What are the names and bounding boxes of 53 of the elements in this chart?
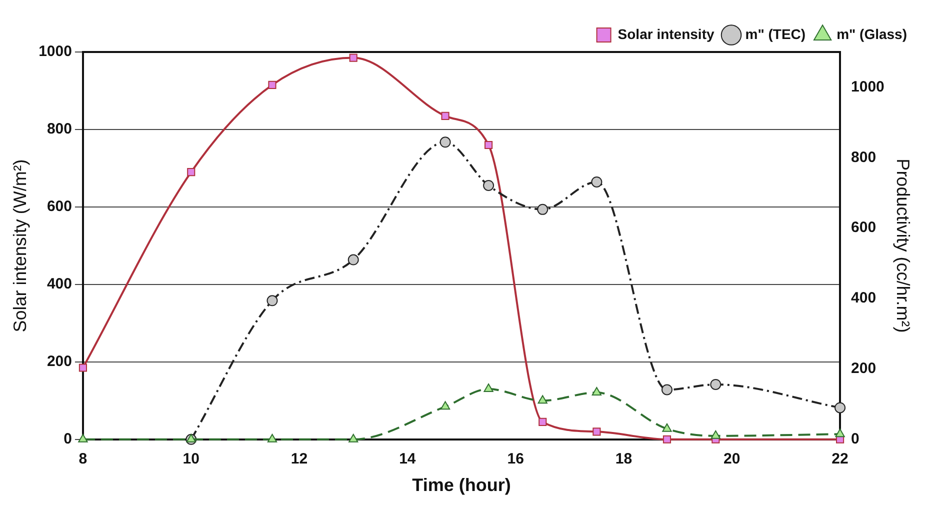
y-tick-label: 200 bbox=[46, 353, 72, 370]
y2-tick-label: 800 bbox=[851, 148, 876, 166]
point bbox=[538, 418, 547, 426]
point bbox=[266, 295, 278, 306]
point bbox=[661, 384, 672, 396]
point bbox=[440, 136, 451, 148]
point bbox=[268, 80, 276, 89]
y2-tick-label: 400 bbox=[851, 290, 876, 307]
x-tick-label: 8 bbox=[78, 450, 88, 468]
y2-tick-label: 600 bbox=[851, 219, 876, 236]
point bbox=[591, 176, 602, 188]
y-tick-label: 600 bbox=[46, 198, 72, 216]
y-tick-label: 1000 bbox=[38, 43, 72, 60]
x-tick-label: 22 bbox=[832, 450, 848, 468]
y2-tick-label: 1000 bbox=[851, 78, 884, 96]
x-tick-label: 14 bbox=[399, 450, 416, 468]
y-tick-label: 400 bbox=[46, 276, 72, 293]
point bbox=[592, 428, 601, 436]
x-tick-label: 12 bbox=[290, 450, 308, 468]
point bbox=[348, 254, 359, 266]
legend-label: Solar intensity bbox=[618, 26, 714, 42]
point bbox=[710, 378, 722, 390]
point bbox=[440, 401, 450, 410]
point bbox=[834, 402, 846, 414]
x-tick-label: 16 bbox=[507, 450, 524, 468]
point bbox=[186, 434, 196, 442]
y-tick-label: 800 bbox=[46, 120, 72, 138]
point bbox=[78, 364, 88, 372]
x-tick-label: 18 bbox=[615, 450, 632, 468]
y2-axis-title: Productivity (cc/hr.m²) bbox=[893, 158, 914, 333]
point bbox=[441, 112, 450, 120]
point bbox=[538, 395, 548, 404]
point bbox=[348, 434, 358, 442]
point bbox=[484, 384, 494, 392]
x-axis-title: Time (hour) bbox=[412, 475, 511, 496]
point bbox=[484, 140, 493, 150]
point bbox=[592, 387, 602, 396]
x-tick-label: 20 bbox=[724, 450, 740, 468]
x-tick-label: 10 bbox=[182, 450, 200, 468]
point bbox=[187, 168, 196, 176]
y2-tick-label: 200 bbox=[851, 360, 876, 378]
point bbox=[483, 180, 494, 191]
y-tick-label: 0 bbox=[64, 430, 72, 448]
point bbox=[537, 204, 548, 215]
point bbox=[349, 54, 358, 62]
legend-label: m" (TEC) bbox=[745, 26, 806, 42]
y-axis-title: Solar intensity (W/m²) bbox=[10, 159, 30, 332]
y2-tick-label: 0 bbox=[851, 430, 860, 448]
point bbox=[710, 430, 720, 439]
point bbox=[662, 435, 672, 444]
legend-label: m" (Glass) bbox=[836, 26, 907, 42]
point bbox=[267, 434, 278, 442]
point bbox=[662, 423, 672, 432]
